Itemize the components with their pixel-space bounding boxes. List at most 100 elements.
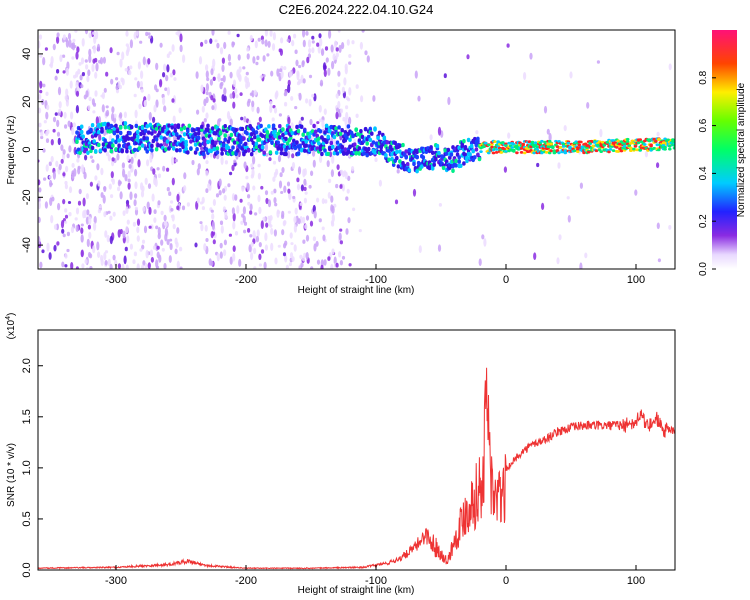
ridge-cell-1122 <box>512 149 516 153</box>
noise-cell-1183 <box>232 101 236 109</box>
ridge-cell-41 <box>90 145 95 151</box>
ridge-cell-847 <box>404 155 409 160</box>
noise-cell-28 <box>93 216 97 224</box>
noise-cell-135 <box>159 79 163 88</box>
noise-cell-834 <box>211 105 215 111</box>
noise-cell-1247 <box>372 95 376 102</box>
noise-cell-421 <box>38 179 41 186</box>
ridge-cell-730 <box>359 129 363 134</box>
spectrogram-marks <box>38 30 675 269</box>
noise-cell-201 <box>142 260 146 266</box>
ridge-cell-371 <box>218 131 223 136</box>
noise-cell-35 <box>89 181 93 187</box>
noise-cell-127 <box>81 38 85 47</box>
noise-cell-327 <box>56 69 60 74</box>
noise-cell-673 <box>214 39 218 43</box>
ridge-cell-742 <box>363 146 368 152</box>
noise-cell-44 <box>38 187 42 193</box>
ridge-cell-1215 <box>547 151 552 155</box>
noise-cell-1177 <box>298 64 302 69</box>
noise-cell-134 <box>94 71 98 79</box>
noise-cell-578 <box>76 158 80 163</box>
noise-cell-826 <box>338 232 342 241</box>
noise-cell-1035 <box>330 44 334 53</box>
ridge-cell-531 <box>281 127 285 132</box>
ridge-cell-315 <box>196 135 201 141</box>
noise-cell-319 <box>133 199 137 207</box>
ridge-cell-199 <box>151 138 156 144</box>
ridge-cell-1162 <box>527 140 532 144</box>
noise-cell-847 <box>312 159 316 168</box>
noise-cell-230 <box>162 72 166 78</box>
noise-cell-342 <box>57 86 62 96</box>
noise-cell-331 <box>56 241 60 246</box>
ridge-cell-479 <box>260 133 265 139</box>
noise-cell-1282 <box>557 162 561 169</box>
ridge-cell-1166 <box>529 149 533 152</box>
noise-cell-351 <box>151 193 155 202</box>
noise-cell-158 <box>57 202 61 211</box>
ridge-cell-1348 <box>600 140 605 144</box>
ridge-cell-542 <box>285 141 290 146</box>
noise-cell-635 <box>245 71 249 76</box>
noise-cell-606 <box>198 56 203 65</box>
noise-cell-345 <box>52 171 57 180</box>
noise-cell-603 <box>183 185 187 192</box>
noise-cell-1223 <box>245 81 249 90</box>
noise-cell-325 <box>61 228 65 234</box>
noise-cell-1137 <box>347 217 351 224</box>
noise-cell-102 <box>139 40 143 44</box>
noise-cell-47 <box>75 81 79 88</box>
noise-cell-567 <box>65 39 69 48</box>
noise-cell-396 <box>112 211 116 217</box>
noise-cell-657 <box>219 220 224 226</box>
ridge-cell-439 <box>245 131 249 136</box>
noise-cell-1135 <box>332 53 336 61</box>
noise-cell-211 <box>176 260 180 269</box>
noise-cell-1260 <box>481 234 485 240</box>
noise-cell-64 <box>155 225 159 230</box>
noise-cell-513 <box>153 104 157 113</box>
ridge-cell-435 <box>243 149 248 154</box>
noise-cell-817 <box>270 190 274 195</box>
ridge-cell-765 <box>373 126 377 131</box>
noise-cell-1161 <box>282 252 287 257</box>
noise-cell-842 <box>348 61 352 65</box>
noise-cell-1179 <box>339 184 343 189</box>
ridge-cell-1140 <box>519 151 524 154</box>
noise-cell-1034 <box>200 84 204 93</box>
noise-cell-441 <box>135 30 139 36</box>
noise-cell-1246 <box>355 113 359 119</box>
ridge-cell-262 <box>176 123 181 128</box>
noise-cell-1229 <box>312 150 316 157</box>
ridge-cell-375 <box>220 147 224 152</box>
ridge-cell-1519 <box>666 138 670 142</box>
ridge-cell-683 <box>340 144 345 150</box>
noise-cell-316 <box>163 262 167 269</box>
noise-cell-781 <box>264 232 268 242</box>
noise-cell-587 <box>134 168 138 177</box>
noise-cell-1221 <box>216 252 220 262</box>
ridge-cell-108 <box>117 143 121 148</box>
ridge-cell-588 <box>304 143 309 148</box>
ridge-cell-1389 <box>616 150 621 153</box>
noise-cell-149 <box>136 235 140 242</box>
noise-cell-365 <box>92 245 96 254</box>
ridge-cell-390 <box>226 139 231 144</box>
ridge-cell-639 <box>323 130 327 135</box>
noise-cell-217 <box>67 32 72 40</box>
ridge-cell-886 <box>420 164 424 169</box>
noise-cell-782 <box>205 112 209 119</box>
noise-cell-322 <box>176 193 180 203</box>
noise-cell-23 <box>52 128 56 133</box>
ridge-cell-143 <box>129 124 134 130</box>
ridge-cell-1507 <box>661 141 666 145</box>
noise-cell-946 <box>335 93 339 99</box>
noise-cell-20 <box>155 99 159 108</box>
noise-cell-1281 <box>656 222 660 230</box>
ridge-cell-536 <box>284 151 288 157</box>
noise-cell-136 <box>146 201 150 210</box>
noise-cell-483 <box>103 186 107 191</box>
ridge-cell-1355 <box>602 143 607 147</box>
